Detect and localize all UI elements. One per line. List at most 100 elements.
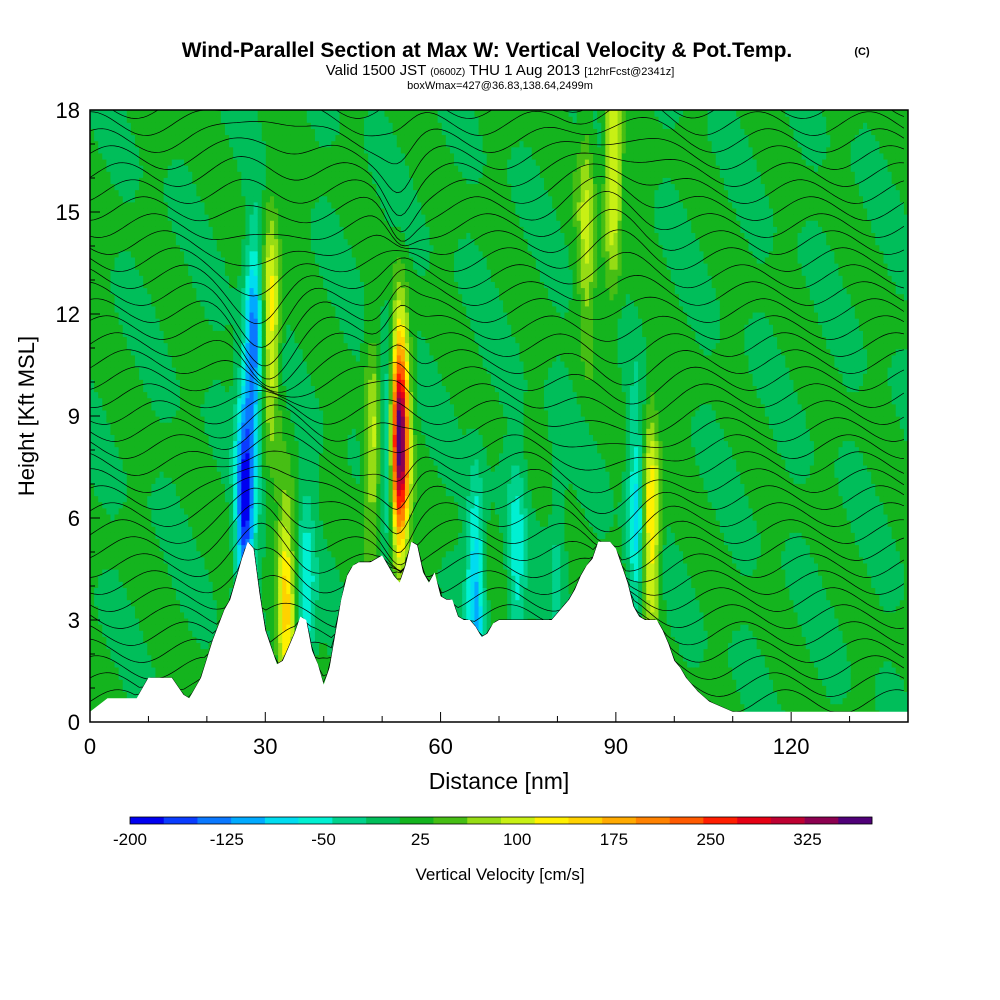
- velocity-cell: [167, 342, 173, 350]
- velocity-cell: [274, 562, 279, 570]
- velocity-cell: [184, 666, 189, 674]
- velocity-cell: [122, 214, 128, 221]
- velocity-cell: [143, 311, 148, 319]
- velocity-cell: [216, 146, 222, 154]
- velocity-cell: [126, 263, 132, 270]
- velocity-cell: [179, 336, 185, 344]
- velocity-cell: [188, 666, 193, 674]
- velocity-cell: [261, 416, 267, 423]
- velocity-cell: [241, 397, 247, 405]
- velocity-cell: [253, 526, 259, 533]
- velocity-cell: [110, 238, 116, 246]
- velocity-cell: [126, 367, 132, 374]
- velocity-cell: [143, 434, 148, 442]
- velocity-cell: [110, 464, 116, 472]
- velocity-cell: [278, 520, 283, 527]
- velocity-cell: [200, 428, 206, 435]
- velocity-cell: [143, 544, 148, 552]
- velocity-cell: [130, 299, 136, 307]
- velocity-cell: [118, 397, 124, 405]
- velocity-cell: [261, 146, 267, 154]
- velocity-cell: [90, 593, 95, 601]
- velocity-cell: [110, 110, 116, 117]
- velocity-cell: [143, 336, 148, 344]
- velocity-cell: [184, 367, 189, 374]
- velocity-cell: [130, 385, 136, 393]
- velocity-cell: [192, 477, 197, 484]
- velocity-cell: [114, 446, 120, 454]
- velocity-cell: [143, 293, 148, 301]
- velocity-cell: [130, 238, 136, 246]
- velocity-cell: [118, 152, 124, 160]
- velocity-cell: [212, 244, 218, 252]
- velocity-cell: [126, 691, 132, 699]
- velocity-cell: [171, 183, 177, 191]
- velocity-cell: [147, 263, 152, 270]
- velocity-cell: [130, 152, 136, 160]
- velocity-cell: [245, 507, 251, 515]
- velocity-cell: [151, 189, 157, 197]
- velocity-cell: [261, 177, 267, 185]
- velocity-cell: [257, 122, 263, 129]
- velocity-cell: [237, 220, 242, 227]
- velocity-cell: [167, 654, 173, 662]
- velocity-cell: [134, 250, 140, 258]
- velocity-cell: [151, 134, 157, 142]
- velocity-cell: [171, 128, 177, 136]
- velocity-cell: [130, 550, 136, 558]
- velocity-cell: [139, 446, 144, 454]
- velocity-cell: [139, 575, 144, 582]
- velocity-cell: [179, 177, 185, 185]
- velocity-cell: [122, 599, 128, 607]
- velocity-cell: [110, 299, 116, 307]
- velocity-cell: [237, 256, 242, 264]
- velocity-cell: [274, 526, 279, 533]
- velocity-cell: [253, 544, 259, 552]
- velocity-cell: [98, 611, 103, 619]
- velocity-cell: [139, 305, 144, 313]
- velocity-cell: [122, 250, 128, 258]
- velocity-cell: [286, 636, 292, 644]
- velocity-cell: [118, 330, 124, 338]
- velocity-cell: [192, 544, 197, 552]
- velocity-cell: [163, 416, 169, 423]
- velocity-cell: [122, 617, 128, 625]
- velocity-cell: [143, 360, 148, 368]
- velocity-cell: [130, 348, 136, 356]
- velocity-cell: [110, 195, 116, 203]
- velocity-cell: [126, 379, 132, 386]
- velocity-cell: [200, 293, 206, 301]
- velocity-cell: [224, 562, 230, 570]
- velocity-cell: [278, 287, 283, 295]
- velocity-cell: [126, 562, 132, 570]
- velocity-cell: [143, 416, 148, 423]
- velocity-cell: [220, 385, 226, 393]
- velocity-cell: [167, 403, 173, 411]
- velocity-cell: [269, 501, 275, 509]
- velocity-cell: [241, 110, 247, 117]
- velocity-cell: [134, 177, 140, 185]
- velocity-cell: [102, 483, 107, 491]
- velocity-cell: [110, 275, 116, 282]
- velocity-cell: [130, 660, 136, 668]
- velocity-cell: [114, 458, 120, 466]
- velocity-cell: [102, 464, 107, 472]
- velocity-cell: [278, 599, 283, 607]
- velocity-cell: [126, 422, 132, 429]
- velocity-cell: [175, 660, 181, 668]
- velocity-cell: [94, 422, 99, 429]
- velocity-cell: [253, 201, 259, 209]
- velocity-cell: [122, 299, 128, 307]
- velocity-cell: [114, 507, 120, 515]
- velocity-cell: [118, 434, 124, 442]
- velocity-cell: [220, 520, 226, 527]
- velocity-cell: [90, 617, 95, 625]
- velocity-cell: [175, 293, 181, 301]
- velocity-cell: [102, 452, 107, 460]
- velocity-cell: [139, 397, 144, 405]
- velocity-cell: [90, 513, 95, 521]
- velocity-cell: [118, 146, 124, 154]
- velocity-cell: [167, 636, 173, 644]
- velocity-cell: [143, 624, 148, 631]
